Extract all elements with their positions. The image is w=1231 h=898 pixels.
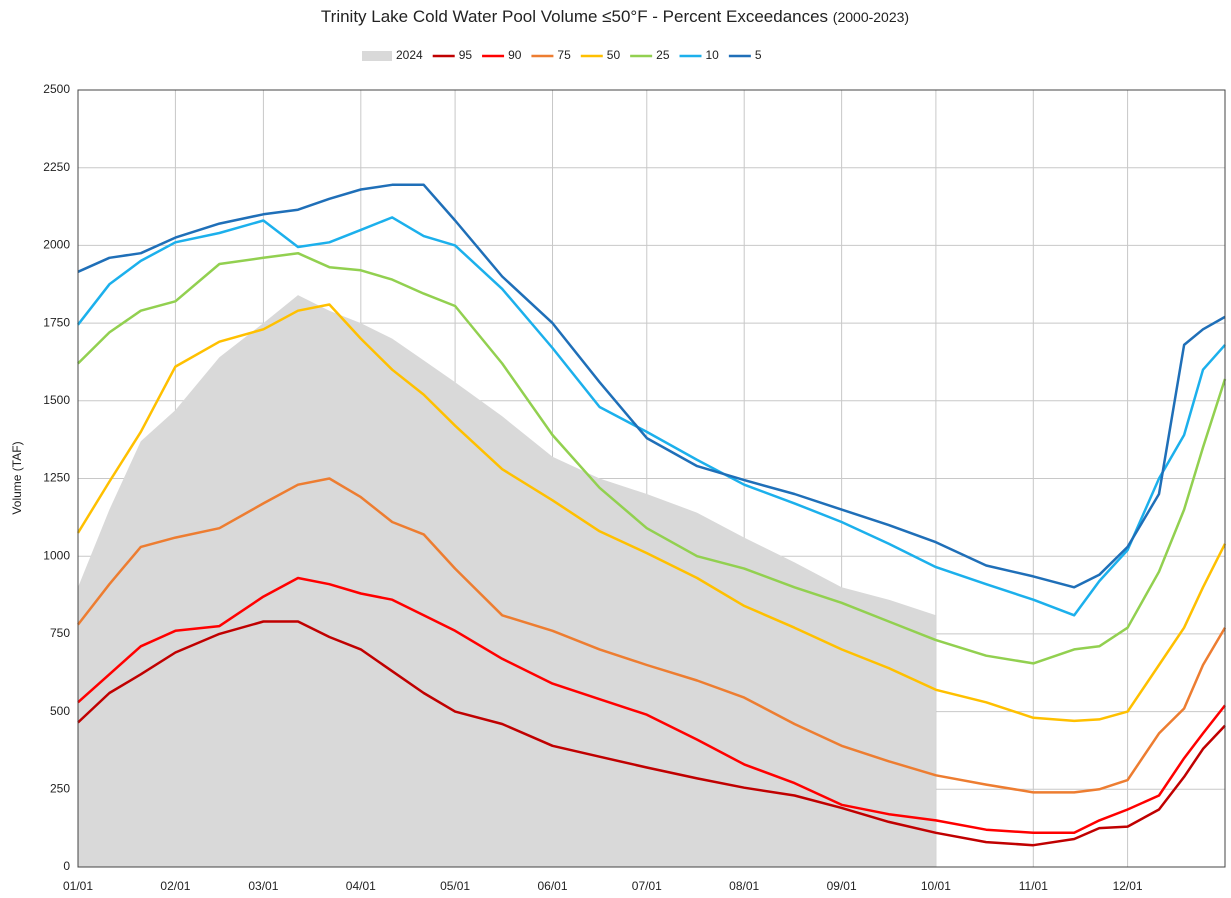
y-tick-label: 1000 — [43, 548, 70, 562]
x-tick-label: 01/01 — [63, 879, 93, 893]
area — [78, 295, 936, 868]
line — [77, 576, 1226, 835]
line — [77, 183, 1226, 589]
line — [76, 303, 1227, 723]
y-tick-label: 750 — [50, 626, 70, 640]
legend-label: 50 — [607, 48, 621, 62]
legend-label: 25 — [656, 48, 670, 62]
legend-label: 2024 — [396, 48, 423, 62]
line — [77, 477, 1227, 794]
line — [77, 251, 1227, 665]
y-axis-label: Volume (TAF) — [10, 441, 24, 514]
x-tick-label: 09/01 — [827, 879, 857, 893]
chart-title: Trinity Lake Cold Water Pool Volume ≤50°… — [321, 7, 909, 26]
y-tick-label: 2000 — [43, 238, 70, 252]
x-tick-label: 08/01 — [729, 879, 759, 893]
x-tick-label: 06/01 — [537, 879, 567, 893]
y-tick-label: 500 — [50, 704, 70, 718]
y-tick-label: 1250 — [43, 471, 70, 485]
plot-border — [77, 89, 1226, 868]
x-tick-label: 07/01 — [632, 879, 662, 893]
x-tick-label: 05/01 — [440, 879, 470, 893]
y-tick-label: 0 — [63, 859, 70, 873]
y-tick-label: 2500 — [43, 82, 70, 96]
legend-label: 90 — [508, 48, 522, 62]
title-main: Trinity Lake Cold Water Pool Volume ≤50°… — [321, 7, 828, 26]
legend-label: 10 — [706, 48, 720, 62]
y-tick-label: 2250 — [43, 160, 70, 174]
line — [77, 216, 1226, 617]
x-tick-label: 10/01 — [921, 879, 951, 893]
legend-label: 5 — [755, 48, 762, 62]
x-tick-label: 11/01 — [1019, 879, 1048, 893]
title-sub: (2000-2023) — [833, 9, 909, 25]
legend-swatch — [362, 51, 392, 61]
y-tick-label: 1750 — [43, 315, 70, 329]
x-tick-label: 12/01 — [1113, 879, 1143, 893]
x-tick-label: 04/01 — [346, 879, 376, 893]
x-tick-label: 03/01 — [248, 879, 278, 893]
legend-label: 75 — [557, 48, 571, 62]
y-tick-label: 250 — [50, 781, 70, 795]
x-tick-label: 02/01 — [160, 879, 190, 893]
y-tick-label: 1500 — [43, 393, 70, 407]
line — [77, 620, 1226, 847]
legend-label: 95 — [459, 48, 473, 62]
